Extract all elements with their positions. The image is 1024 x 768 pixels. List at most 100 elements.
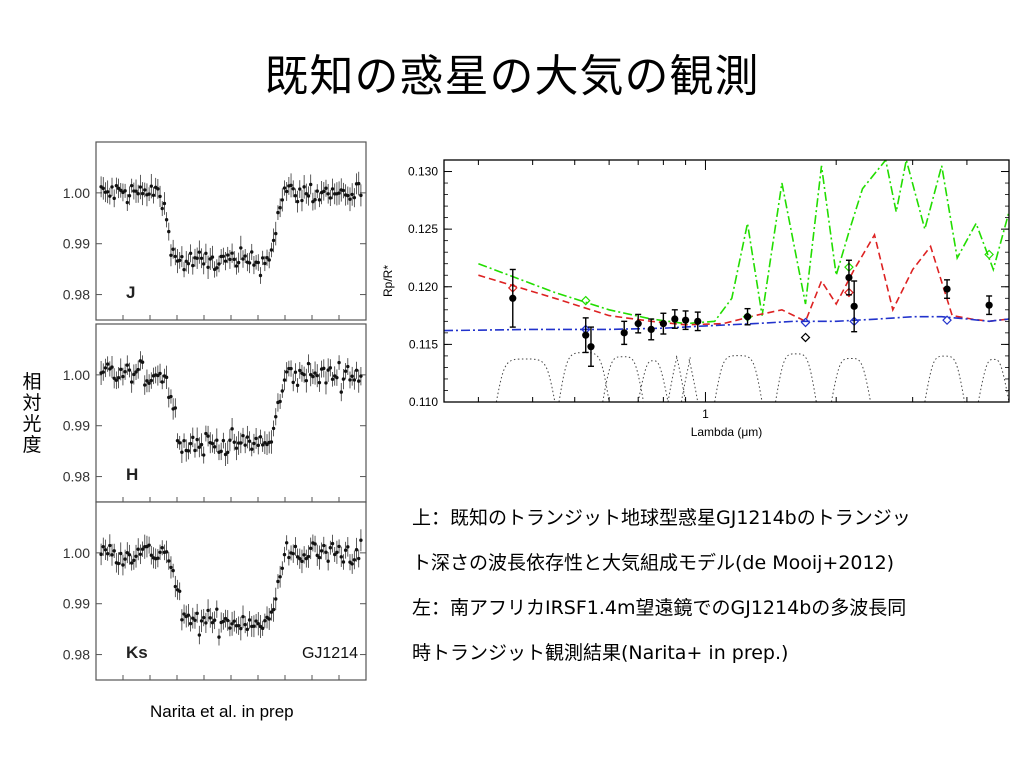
observed-point <box>985 301 993 309</box>
data-point <box>335 375 339 380</box>
data-point <box>322 189 326 194</box>
data-point <box>226 253 230 257</box>
data-point <box>127 368 132 372</box>
data-point <box>289 183 293 188</box>
data-point <box>199 619 204 623</box>
data-point <box>311 374 315 379</box>
data-point <box>293 370 298 374</box>
data-point <box>156 556 160 560</box>
data-point <box>330 377 335 381</box>
chart-background <box>372 150 1018 452</box>
data-point <box>101 545 105 549</box>
data-point <box>151 193 156 197</box>
data-point <box>136 367 140 372</box>
data-point <box>274 231 278 236</box>
data-point <box>271 607 276 612</box>
data-point <box>293 194 298 198</box>
observed-point <box>743 313 752 321</box>
data-point <box>110 185 114 189</box>
data-point <box>169 253 173 257</box>
data-point <box>195 256 199 260</box>
data-point <box>243 622 247 627</box>
lightcurve-ylabel-char: 相 <box>22 371 42 393</box>
data-point <box>156 187 160 191</box>
observed-point <box>620 329 628 337</box>
data-point <box>140 360 145 364</box>
data-point <box>112 196 116 201</box>
data-point <box>134 370 138 374</box>
data-point <box>208 616 212 620</box>
data-point <box>108 194 112 198</box>
data-point <box>256 443 260 448</box>
data-point <box>202 615 206 620</box>
data-point <box>354 368 359 372</box>
data-point <box>173 584 178 589</box>
data-point <box>188 251 193 256</box>
data-point <box>212 445 217 449</box>
data-point <box>143 383 147 387</box>
data-point <box>171 247 175 251</box>
observed-point <box>943 285 951 293</box>
data-point <box>315 553 319 558</box>
data-point <box>119 551 123 556</box>
data-point <box>138 552 143 556</box>
data-point <box>103 366 108 370</box>
data-point <box>234 446 239 450</box>
observed-point <box>681 316 690 324</box>
data-point <box>123 557 127 561</box>
data-point <box>313 542 317 546</box>
data-point <box>330 187 335 191</box>
data-point <box>147 192 151 196</box>
slide-title: 既知の惑星の大気の観測 <box>264 51 760 102</box>
data-point <box>149 184 154 188</box>
data-point <box>252 263 256 267</box>
data-point <box>326 368 330 372</box>
data-point <box>343 548 348 552</box>
data-point <box>260 443 265 447</box>
data-point <box>326 192 330 196</box>
y-tick-label: 0.99 <box>63 236 90 252</box>
data-point <box>308 546 313 551</box>
y-tick-label: 0.98 <box>63 287 90 303</box>
data-point <box>143 188 147 192</box>
data-point <box>348 197 352 201</box>
y-tick-label: 0.115 <box>409 337 438 351</box>
data-point <box>116 186 121 191</box>
data-point <box>219 449 223 454</box>
lightcurve-panel-h: 1.00 0.99 0.98 H <box>63 323 367 503</box>
data-point <box>263 261 267 266</box>
data-point <box>206 265 210 270</box>
data-point <box>263 618 267 623</box>
data-point <box>295 199 300 204</box>
data-point <box>346 364 350 369</box>
data-point <box>341 188 346 193</box>
data-point <box>221 254 226 258</box>
data-point <box>241 614 245 619</box>
filter-curve <box>680 357 699 402</box>
data-point <box>335 550 339 555</box>
data-point <box>173 254 178 259</box>
data-point <box>230 622 234 626</box>
data-point <box>265 256 269 260</box>
data-point <box>298 557 302 561</box>
data-point <box>180 254 184 259</box>
data-point <box>282 186 287 190</box>
data-point <box>184 259 188 264</box>
data-point <box>112 549 116 553</box>
data-point <box>298 187 302 191</box>
data-point <box>140 191 145 196</box>
data-point <box>359 374 363 378</box>
target-label: GJ1214 <box>302 645 358 662</box>
data-point <box>158 371 162 376</box>
data-point <box>119 367 123 372</box>
data-point <box>147 543 151 547</box>
data-point <box>186 613 191 617</box>
data-point <box>354 548 359 552</box>
data-point <box>210 620 215 625</box>
data-point <box>182 267 186 272</box>
model-marker <box>844 287 854 298</box>
data-point <box>245 627 250 632</box>
transmission-spectrum-chart: 0.110 0.115 0.120 0.125 0.130 1 Lambda (μm) Rp/… <box>372 150 1018 452</box>
data-point <box>108 543 112 548</box>
data-point <box>105 362 110 366</box>
